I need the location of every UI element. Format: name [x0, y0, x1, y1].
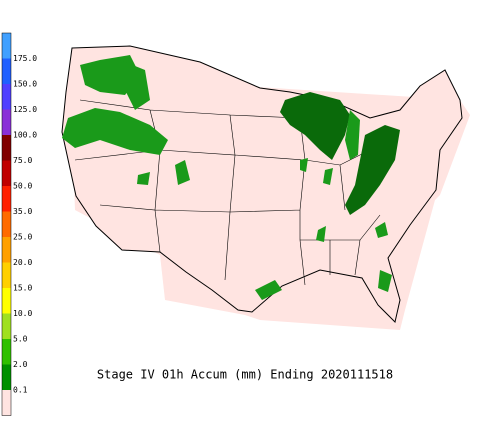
legend-label: 125.0	[13, 105, 37, 114]
legend-swatch	[2, 211, 11, 237]
legend-label: 175.0	[13, 54, 37, 63]
legend-label: 10.0	[13, 309, 32, 318]
legend-label: 35.0	[13, 207, 32, 216]
legend-swatch	[2, 33, 11, 59]
precip-areas	[62, 55, 400, 300]
legend-swatch	[2, 390, 11, 416]
legend-label: 25.0	[13, 233, 32, 242]
legend-swatch	[2, 58, 11, 84]
legend-swatch	[2, 364, 11, 390]
legend-swatch	[2, 339, 11, 365]
legend-label: 150.0	[13, 80, 37, 89]
legend-label: 0.1	[13, 386, 28, 395]
legend-swatch	[2, 313, 11, 339]
legend-label: 2.0	[13, 360, 28, 369]
legend-swatch	[2, 288, 11, 314]
legend-swatch	[2, 135, 11, 161]
legend: 175.0 150.0 125.0 100.0 75.0 50.0 35.0 25.0 20.0…	[1, 32, 37, 416]
legend-label: 50.0	[13, 182, 32, 191]
legend-swatch	[2, 109, 11, 135]
legend-label: 100.0	[13, 131, 37, 140]
legend-swatch	[2, 160, 11, 186]
legend-swatch	[2, 262, 11, 288]
legend-swatch	[2, 186, 11, 212]
map	[61, 45, 470, 330]
legend-swatch	[2, 84, 11, 110]
legend-label: 75.0	[13, 156, 32, 165]
legend-label: 5.0	[13, 335, 28, 344]
legend-swatch	[2, 237, 11, 263]
map-title: Stage IV 01h Accum (mm) Ending 202011151…	[97, 368, 393, 382]
legend-frame	[1, 32, 12, 416]
legend-label: 15.0	[13, 284, 32, 293]
legend-label: 20.0	[13, 258, 32, 267]
